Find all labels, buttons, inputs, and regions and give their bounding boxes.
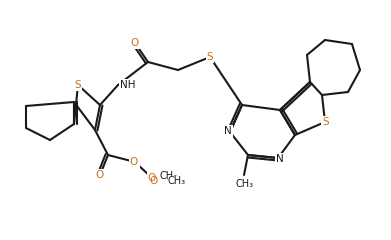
Text: S: S xyxy=(207,52,213,62)
Text: CH₃: CH₃ xyxy=(168,176,186,186)
Text: NH: NH xyxy=(122,80,138,90)
Text: S: S xyxy=(322,117,328,127)
Text: N: N xyxy=(276,155,284,165)
Text: N: N xyxy=(224,126,232,136)
Text: O: O xyxy=(131,157,139,167)
Text: S: S xyxy=(207,52,213,62)
Text: N: N xyxy=(224,127,232,137)
Text: O: O xyxy=(130,157,138,167)
Text: S: S xyxy=(323,117,329,127)
Text: CH₃: CH₃ xyxy=(236,179,254,189)
Text: O: O xyxy=(96,170,104,180)
Text: S: S xyxy=(75,80,81,90)
Text: O: O xyxy=(96,170,104,180)
Text: CH₃: CH₃ xyxy=(160,171,178,181)
Text: O: O xyxy=(150,176,158,186)
Text: O: O xyxy=(131,38,139,48)
Text: NH: NH xyxy=(120,80,136,90)
Text: O: O xyxy=(131,38,139,48)
Text: S: S xyxy=(75,80,81,90)
Text: O: O xyxy=(148,173,156,183)
Text: N: N xyxy=(276,154,284,164)
